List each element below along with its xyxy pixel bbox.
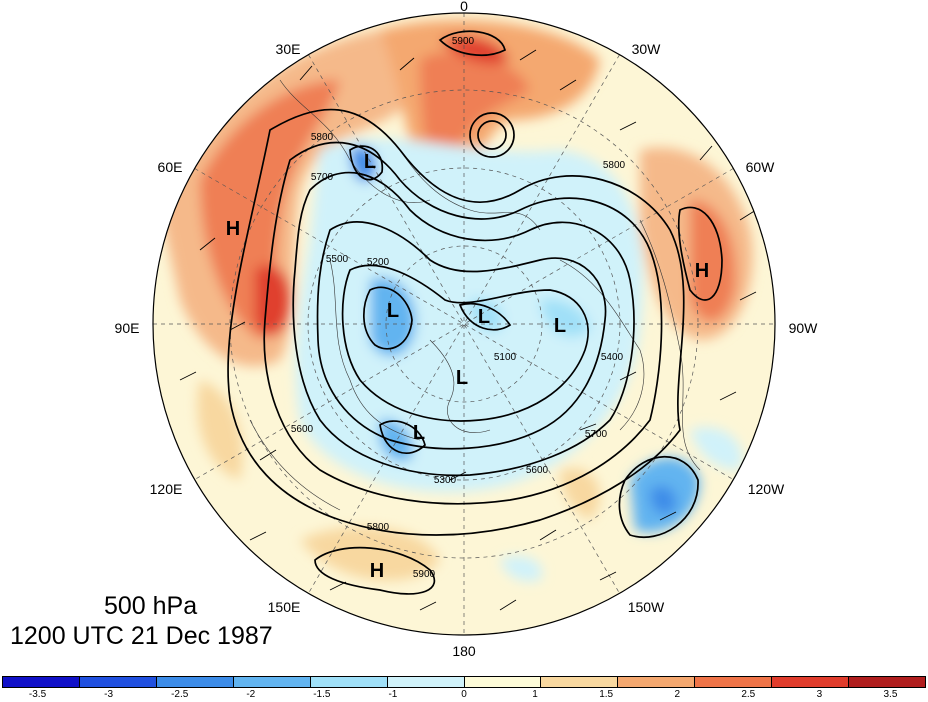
colorbar-tick-label: 1.5 <box>599 689 614 700</box>
colorbar-tick-label: -1.5 <box>313 689 331 700</box>
low-pressure-center: L <box>554 315 566 337</box>
contour-label: 5600 <box>291 424 314 435</box>
pressure-level-title: 500 hPa <box>104 592 198 620</box>
longitude-label: 0 <box>460 0 468 14</box>
contour-label: 5800 <box>367 522 390 533</box>
pressure-centers: H H H L L L L L L <box>226 151 709 582</box>
longitude-label: 60W <box>746 159 776 175</box>
contour-labels: 5900 5800 5700 5600 5500 5400 5300 5200 5100 5800… <box>291 36 626 580</box>
colorbar-swatch <box>233 677 311 687</box>
contour-label: 5900 <box>413 569 436 580</box>
longitude-label: 120W <box>748 481 785 497</box>
colorbar-tick-label: 2.5 <box>741 689 756 700</box>
high-pressure-center: H <box>695 260 709 282</box>
colorbar-tick-label: 1 <box>532 689 538 700</box>
colorbar-swatch <box>618 677 696 687</box>
map-boundary <box>152 12 776 636</box>
contour-label: 5400 <box>601 352 624 363</box>
longitude-label: 150W <box>628 599 665 615</box>
colorbar-tick-label: -2 <box>246 689 256 700</box>
colorbar-swatch <box>310 677 388 687</box>
contour-label: 5500 <box>326 254 349 265</box>
colorbar-swatch <box>541 677 619 687</box>
colorbar-tick-label: -1 <box>388 689 398 700</box>
low-pressure-center: L <box>478 306 490 328</box>
low-pressure-center: L <box>413 422 425 444</box>
longitude-label: 180 <box>452 643 476 659</box>
longitude-label: 150E <box>268 599 301 615</box>
colorbar-swatch <box>79 677 157 687</box>
longitude-label: 120E <box>150 481 183 497</box>
contour-label: 5300 <box>434 475 457 486</box>
low-pressure-center: L <box>456 367 468 389</box>
colorbar-swatch <box>464 677 542 687</box>
coastlines <box>249 79 701 511</box>
longitude-label: 90W <box>789 320 819 336</box>
contour-label: 5600 <box>526 465 549 476</box>
colorbar-swatch <box>849 677 926 687</box>
colorbar-tick-label: 3 <box>816 689 823 700</box>
high-pressure-center: H <box>226 218 240 240</box>
low-pressure-center: L <box>387 300 399 322</box>
contour-label: 5100 <box>494 352 517 363</box>
high-pressure-center: H <box>370 560 384 582</box>
colorbar-tick-label: -2.5 <box>171 689 189 700</box>
geopotential-height-contours <box>227 30 723 595</box>
longitude-label: 30W <box>632 41 662 57</box>
longitude-labels: 0 30W 60W 90W 120W 150W 180 150E 120E 90E 60E 30E <box>115 0 819 659</box>
longitude-label: 30E <box>276 41 301 57</box>
colorbar-swatch <box>772 677 850 687</box>
colorbar-swatch <box>156 677 234 687</box>
longitude-label: 90E <box>115 320 140 336</box>
anomaly-colorbar <box>2 676 926 688</box>
valid-time-title: 1200 UTC 21 Dec 1987 <box>10 622 273 650</box>
low-pressure-center: L <box>364 151 376 173</box>
colorbar-tick-labels: -3.5 -3 -2.5 -2 -1.5 -1 0 1 1.5 2 2.5 3 3.5 <box>2 689 926 701</box>
contour-label: 5900 <box>452 36 475 47</box>
contour-label: 5800 <box>311 132 334 143</box>
contour-label: 5800 <box>603 160 626 171</box>
colorbar-tick-label: 2 <box>674 689 680 700</box>
colorbar-tick-label: 0 <box>461 689 467 700</box>
colorbar-swatch <box>387 677 465 687</box>
colorbar-swatch <box>3 677 80 687</box>
longitude-label: 60E <box>158 159 183 175</box>
contour-label: 5700 <box>585 429 608 440</box>
contour-label: 5700 <box>311 172 334 183</box>
colorbar-swatch <box>695 677 773 687</box>
graticule <box>153 13 775 635</box>
colorbar-tick-label: -3.5 <box>28 689 47 700</box>
contour-label: 5200 <box>367 257 390 268</box>
colorbar-tick-label: 3.5 <box>883 689 898 700</box>
colorbar-tick-label: -3 <box>104 689 114 700</box>
